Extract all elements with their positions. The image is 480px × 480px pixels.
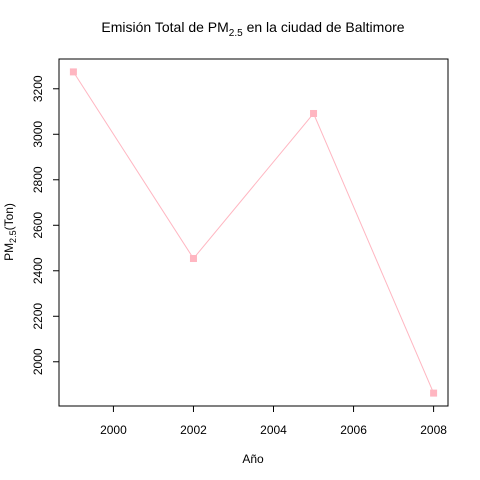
- y-tick-label: 2800: [31, 166, 45, 193]
- chart-title-main: Emisión Total de PM: [101, 19, 228, 35]
- y-tick-label: 2400: [31, 257, 45, 284]
- y-axis-label-rest: (Ton): [2, 203, 16, 230]
- chart-title: Emisión Total de PM2.5 en la ciudad de B…: [101, 19, 404, 39]
- x-tick-label: 2002: [180, 423, 207, 437]
- series-line-segment: [72, 71, 194, 259]
- y-tick-label: 2000: [31, 348, 45, 375]
- x-tick-label: 2004: [260, 423, 287, 437]
- y-tick-label: 2200: [31, 303, 45, 330]
- x-tick-label: 2006: [340, 423, 367, 437]
- x-axis: 2000 2002 2004 2006 2008: [100, 406, 447, 437]
- y-tick-label: 3200: [31, 75, 45, 102]
- data-point: [189, 255, 197, 263]
- x-tick-label: 2000: [100, 423, 127, 437]
- chart-title-subscript: 2.5: [229, 28, 243, 39]
- data-point: [310, 109, 318, 117]
- x-tick-label: 2008: [420, 423, 447, 437]
- y-axis-label-subscript: 2.5: [8, 230, 18, 243]
- y-axis: 2000 2200 2400 2600 2800 3000 3200: [31, 75, 59, 375]
- data-point: [69, 68, 77, 76]
- y-tick-label: 3000: [31, 121, 45, 148]
- y-axis-label: PM2.5(Ton): [2, 203, 18, 261]
- series-line-group: [72, 71, 435, 394]
- series-line-segment: [193, 113, 314, 259]
- series-line-segment: [313, 113, 435, 394]
- y-tick-label: 2600: [31, 212, 45, 239]
- x-axis-label: Año: [242, 452, 264, 466]
- chart-title-rest: en la ciudad de Baltimore: [243, 19, 405, 35]
- series-points-group: [69, 68, 438, 397]
- y-axis-label-main: PM: [2, 243, 16, 261]
- data-point: [430, 389, 438, 397]
- plot-frame: [58, 58, 449, 407]
